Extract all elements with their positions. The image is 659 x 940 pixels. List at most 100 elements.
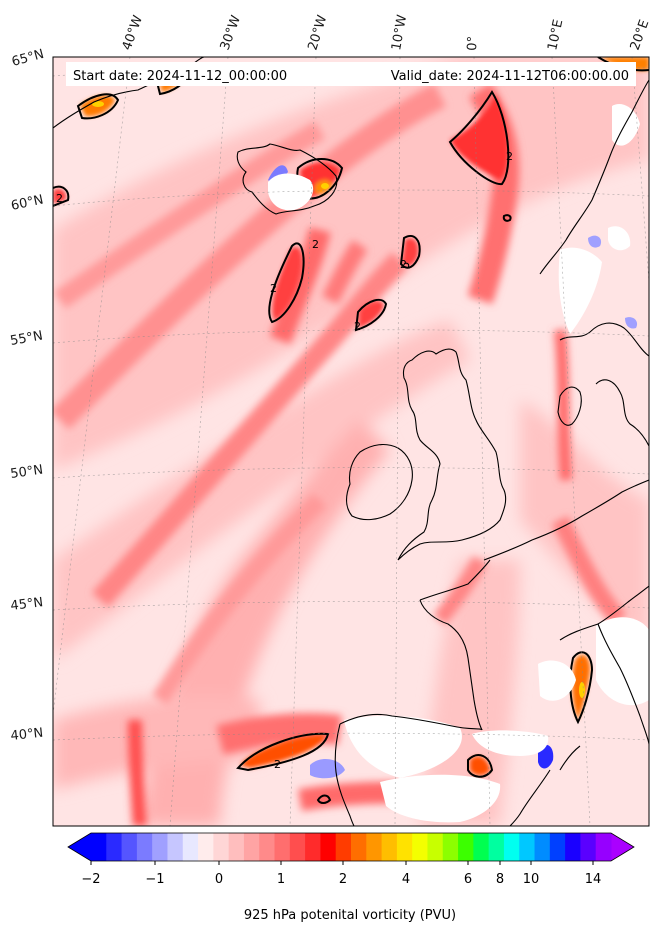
contour-label: 2 [274, 758, 281, 771]
colorbar-cell [121, 833, 138, 861]
meridian-30w [169, 57, 229, 826]
colorbar-cell [534, 833, 551, 861]
coastline-great-britain [397, 348, 507, 561]
colorbar-cell [274, 833, 291, 861]
colorbar-extend-over [611, 833, 634, 861]
colorbar-cell [549, 833, 566, 861]
pv-core [272, 246, 302, 320]
parallel-55 [53, 329, 649, 344]
coastline-portugal [334, 723, 355, 826]
pv-core [53, 188, 67, 204]
colorbar-cell [228, 833, 245, 861]
colorbar-cell [152, 833, 168, 861]
pv-filament [128, 719, 147, 826]
meridian-40w [53, 57, 131, 718]
pv-max [579, 682, 585, 698]
pv-band [53, 696, 260, 790]
contour [448, 90, 510, 186]
colorbar: −2 −1 0 1 2 4 6 8 10 14 925 hPa potenita… [67, 832, 635, 923]
lon-label-40w: 40°W [120, 13, 146, 52]
coastline-italy [597, 623, 649, 745]
pv-max [92, 101, 104, 107]
coastline-iberia-north [339, 713, 483, 731]
pv-band [520, 400, 649, 640]
meridian-10w [394, 57, 401, 826]
coastline-balearic [559, 745, 581, 771]
valid-date: Valid_date: 2024-11-12T06:00:00.00 [391, 69, 629, 84]
colorbar-cell [213, 833, 230, 861]
map-panel: 2 2 2 2 2 2 2 Start date: 2024-11-12_00:… [52, 56, 650, 827]
contour [399, 235, 421, 269]
meridian-20w [289, 57, 317, 826]
colorbar-cell [580, 833, 597, 861]
colorbar-cell [320, 833, 337, 861]
pv-filament [433, 556, 488, 625]
coastline-ireland [345, 443, 413, 521]
colorbar-ticks: −2 −1 0 1 2 4 6 8 10 14 [81, 861, 601, 887]
coastline-skagerrak [559, 322, 649, 357]
parallel-45 [53, 601, 649, 611]
lat-label-55n: 55°N [9, 328, 44, 348]
contour-label: 2 [400, 258, 407, 271]
lon-label-10e: 10°E [545, 18, 566, 52]
colorbar-cell [595, 833, 612, 861]
contour-label: 2 [506, 150, 513, 163]
contour-labels: 2 2 2 2 2 2 2 [56, 150, 513, 771]
lat-label-45n: 45°N [10, 595, 44, 614]
colorbar-cell [396, 833, 413, 861]
contour [467, 754, 494, 778]
colorbar-cell [136, 833, 153, 861]
date-banner [66, 62, 636, 86]
lon-label-20w: 20°W [305, 13, 330, 52]
lat-label-40n: 40°N [10, 726, 44, 744]
land-mask-iberia [344, 715, 462, 778]
contour [316, 794, 332, 804]
land-mask-alps-east [596, 617, 649, 706]
pv-negative-patch [625, 317, 638, 329]
meridian-10e [551, 57, 591, 826]
colorbar-tick-label: 1 [277, 872, 285, 887]
pv-filament [321, 240, 368, 305]
coastline-biscay [419, 599, 483, 731]
pv-core [450, 95, 508, 180]
contour-label: 2 [354, 320, 361, 333]
colorbar-extend-under [68, 833, 91, 861]
contour [236, 732, 330, 772]
contour [76, 93, 120, 120]
pv-filament [152, 493, 327, 705]
pv-band [53, 320, 470, 660]
land-masks [268, 104, 649, 823]
parallel-50 [53, 467, 649, 479]
colorbar-cell [259, 833, 276, 861]
colorbar-cell [167, 833, 184, 861]
colorbar-cell [503, 833, 520, 861]
contour [502, 214, 512, 222]
colorbar-cell [381, 833, 398, 861]
start-date: Start date: 2024-11-12_00:00:00 [73, 69, 287, 84]
coastline-denmark [557, 386, 582, 426]
pv-2-contours [53, 57, 649, 808]
coastlines [53, 57, 649, 826]
pv-core [358, 300, 384, 328]
lat-label-65n: 65°N [10, 47, 46, 70]
colorbar-cell [366, 833, 383, 861]
pv-filament [216, 713, 342, 755]
colorbar-tick-label: −1 [145, 872, 164, 887]
coastline-low-countries [483, 479, 649, 561]
contour-label: 2 [56, 192, 63, 205]
meridian-0 [473, 57, 491, 826]
parallel-40 [53, 732, 649, 741]
colorbar-cell [351, 833, 367, 861]
lon-label-30w: 30°W [218, 13, 244, 52]
contour-label: 2 [270, 282, 277, 295]
colorbar-cell [442, 833, 459, 861]
pv-core [402, 238, 419, 266]
colorbar-cell [488, 833, 505, 861]
coastline-faroes [403, 262, 410, 269]
contour [53, 185, 70, 207]
colorbar-tick-label: 2 [339, 872, 347, 887]
colorbar-cell [412, 833, 428, 861]
colorbar-cell [427, 833, 444, 861]
colorbar-tick-label: 4 [402, 872, 410, 887]
